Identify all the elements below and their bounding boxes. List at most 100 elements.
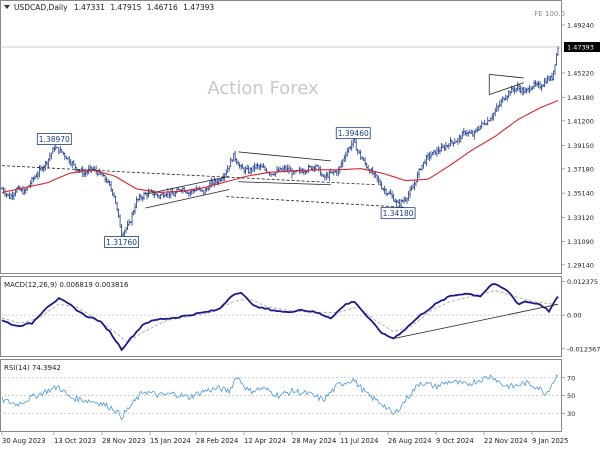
price-bar xyxy=(325,171,328,181)
price-bar xyxy=(244,166,247,175)
price-bar xyxy=(479,125,482,131)
price-bar xyxy=(525,87,528,94)
price-bar xyxy=(5,193,8,198)
xtick-label: 28 May 2024 xyxy=(292,437,336,445)
price-bar xyxy=(57,147,60,155)
price-bar xyxy=(422,161,425,169)
header-close: 1.47393 xyxy=(183,3,214,12)
annotation-label: 1.39460 xyxy=(338,129,369,138)
price-bar xyxy=(33,175,36,180)
channel-trendline xyxy=(238,181,331,186)
price-bar xyxy=(41,166,44,171)
price-bar xyxy=(415,181,418,187)
price-bar xyxy=(287,164,290,175)
price-ytick-label: 1.29140 xyxy=(567,261,594,269)
channel-trendline xyxy=(489,73,524,79)
price-bar xyxy=(519,85,522,94)
price-bar xyxy=(258,164,261,171)
rsi-ytick-label: 30 xyxy=(567,410,575,418)
price-bar xyxy=(474,128,477,134)
macd-trendline xyxy=(395,303,559,339)
price-bar xyxy=(395,199,398,206)
price-header: USDCAD,Daily 1.47331 1.47915 1.46716 1.4… xyxy=(14,3,214,12)
xtick-label: 12 Apr 2024 xyxy=(244,437,286,445)
price-ytick-label: 1.45220 xyxy=(567,69,594,77)
price-bar xyxy=(431,151,434,156)
price-bar xyxy=(377,175,380,185)
watermark: Action Forex xyxy=(207,78,319,99)
price-bar xyxy=(328,169,331,182)
rsi-ytick-label: 50 xyxy=(567,392,575,400)
price-bar xyxy=(341,159,344,168)
price-bar xyxy=(126,220,129,230)
price-bar xyxy=(458,134,461,144)
price-bar xyxy=(307,164,310,174)
price-bar xyxy=(437,146,440,155)
price-bar xyxy=(165,193,168,198)
price-bar xyxy=(413,179,416,191)
price-bar xyxy=(355,139,358,151)
current-price-label: 1.47393 xyxy=(567,44,594,52)
price-bar xyxy=(53,145,56,153)
macd-ytick-label: 0.012375 xyxy=(567,278,598,286)
price-bar xyxy=(344,151,347,162)
price-bar xyxy=(24,187,27,194)
price-bar xyxy=(420,164,423,171)
macd-layer xyxy=(0,283,562,352)
price-bar xyxy=(169,188,172,199)
price-bar xyxy=(545,78,548,85)
price-bar xyxy=(465,129,468,137)
symbol-timeframe: USDCAD,Daily xyxy=(14,3,68,12)
price-bar xyxy=(391,190,394,199)
price-bar xyxy=(237,160,240,166)
price-bar xyxy=(163,192,166,197)
price-bar xyxy=(9,193,12,200)
price-bar xyxy=(452,141,455,147)
price-bar xyxy=(364,157,367,166)
price-bar xyxy=(410,185,413,191)
price-bar xyxy=(449,137,452,147)
price-bar xyxy=(204,188,207,194)
price-bar xyxy=(551,72,554,82)
dashed-trendline xyxy=(226,196,406,208)
price-bar xyxy=(521,86,524,96)
price-bar xyxy=(253,162,256,173)
price-bar xyxy=(322,174,325,177)
price-bar xyxy=(504,94,507,101)
price-ytick-label: 1.31090 xyxy=(567,238,594,246)
price-bar xyxy=(540,83,543,92)
price-bar xyxy=(343,154,346,163)
price-bar xyxy=(264,165,267,172)
price-bar xyxy=(435,146,438,157)
price-bar xyxy=(181,186,184,194)
price-bar xyxy=(187,191,190,197)
price-bar xyxy=(332,170,335,176)
xtick-label: 22 Nov 2024 xyxy=(484,437,528,445)
price-bar xyxy=(135,196,138,209)
channel-trendline xyxy=(489,82,524,96)
price-bar xyxy=(111,188,114,197)
xtick-label: 26 Aug 2024 xyxy=(388,437,432,445)
price-bar xyxy=(385,188,388,196)
price-bar xyxy=(346,147,349,157)
price-bar xyxy=(240,164,243,171)
price-bar xyxy=(134,203,137,215)
price-bar xyxy=(337,166,340,177)
price-bar xyxy=(319,166,322,176)
price-bar xyxy=(50,152,53,160)
dropdown-triangle-icon[interactable] xyxy=(4,5,10,9)
price-bar xyxy=(119,214,122,228)
channel-trendline xyxy=(145,189,230,209)
price-bar xyxy=(48,152,51,162)
price-bar xyxy=(359,149,362,160)
price-ytick-label: 1.41200 xyxy=(567,117,594,125)
price-annotation: 1.39460 xyxy=(335,127,371,140)
price-ytick-label: 1.35140 xyxy=(567,190,594,198)
price-bar xyxy=(228,166,231,172)
price-bar xyxy=(533,80,536,90)
price-bar xyxy=(453,138,456,144)
price-bar xyxy=(350,140,353,151)
price-bar xyxy=(392,193,395,202)
price-bar xyxy=(320,172,323,177)
price-bar xyxy=(524,87,527,93)
